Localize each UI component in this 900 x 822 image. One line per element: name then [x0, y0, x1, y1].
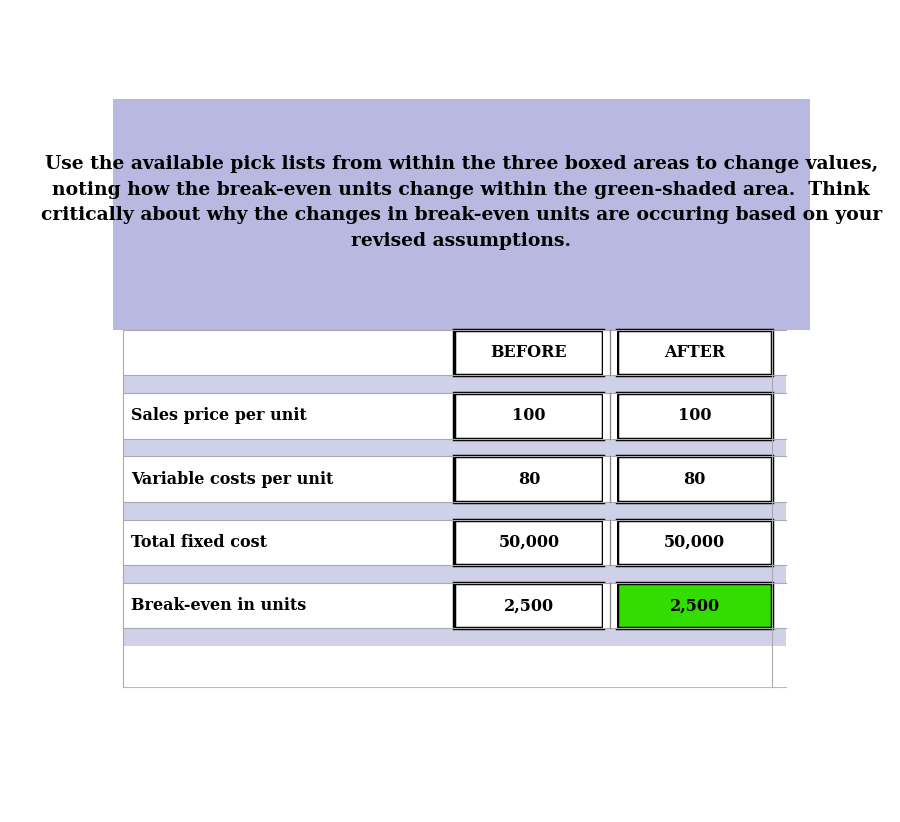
Bar	[616, 330, 772, 375]
Text: AFTER: AFTER	[664, 344, 725, 361]
Bar	[123, 438, 786, 456]
Bar	[454, 393, 603, 438]
Bar	[454, 520, 603, 565]
Bar	[454, 330, 603, 375]
Bar	[603, 456, 616, 501]
Bar	[616, 456, 772, 501]
Text: 100: 100	[678, 407, 711, 424]
Bar	[454, 456, 603, 501]
Bar	[454, 583, 603, 628]
Bar	[616, 583, 772, 628]
Bar	[123, 501, 786, 520]
Bar	[112, 99, 810, 330]
Text: 50,000: 50,000	[499, 533, 560, 551]
Bar	[123, 583, 786, 628]
Bar	[123, 628, 786, 646]
Text: Use the available pick lists from within the three boxed areas to change values,: Use the available pick lists from within…	[40, 155, 882, 250]
Bar	[603, 330, 616, 375]
Bar	[123, 330, 786, 375]
Bar	[123, 646, 786, 687]
Text: 80: 80	[518, 470, 540, 487]
Text: Sales price per unit: Sales price per unit	[131, 407, 307, 424]
Text: 50,000: 50,000	[664, 533, 725, 551]
Text: Total fixed cost: Total fixed cost	[131, 533, 267, 551]
Bar	[616, 393, 772, 438]
Text: Break-even in units: Break-even in units	[131, 597, 307, 614]
Bar	[603, 583, 616, 628]
Bar	[603, 520, 616, 565]
Text: BEFORE: BEFORE	[491, 344, 567, 361]
Text: 2,500: 2,500	[504, 597, 554, 614]
Bar	[123, 520, 786, 565]
Bar	[123, 565, 786, 583]
Bar	[123, 456, 786, 501]
Bar	[616, 520, 772, 565]
Bar	[123, 393, 786, 438]
Text: Variable costs per unit: Variable costs per unit	[131, 470, 334, 487]
Text: 100: 100	[512, 407, 545, 424]
Bar	[603, 393, 616, 438]
Text: 2,500: 2,500	[670, 597, 719, 614]
Text: 80: 80	[683, 470, 706, 487]
Bar	[123, 375, 786, 393]
